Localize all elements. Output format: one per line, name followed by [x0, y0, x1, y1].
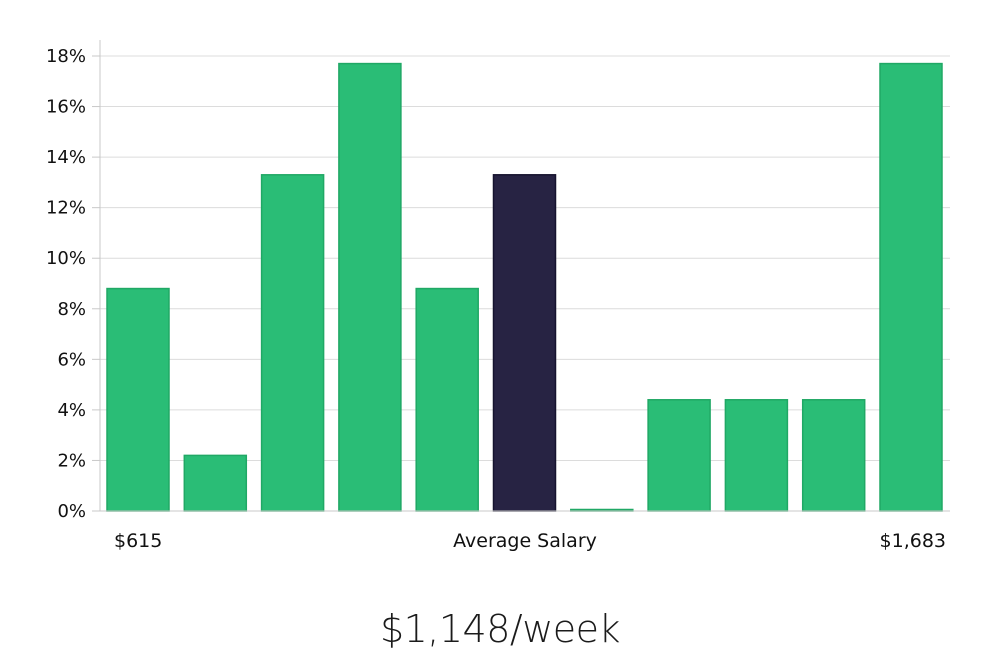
bar: [183, 454, 248, 512]
y-tick-label: 16%: [46, 97, 86, 118]
y-tick-label: 4%: [57, 400, 86, 421]
bar: [879, 62, 943, 512]
y-tick-label: 8%: [57, 299, 86, 320]
bar: [647, 399, 711, 512]
y-tick-label: 18%: [46, 46, 86, 67]
x-axis-average-label: Average Salary: [453, 530, 597, 552]
bars: [106, 62, 943, 512]
bar: [338, 62, 402, 512]
y-tick-label: 2%: [57, 450, 86, 471]
bar: [801, 399, 866, 512]
bar: [106, 287, 170, 512]
y-tick-label: 0%: [57, 501, 86, 522]
bar-average-salary: [492, 174, 557, 512]
bar: [260, 174, 325, 512]
y-tick-label: 10%: [46, 248, 86, 269]
x-axis-min-label: $615: [114, 530, 162, 552]
y-axis-ticks: 0% 2% 4% 6% 8% 10% 12% 14% 16% 18%: [46, 46, 100, 522]
salary-histogram-chart: 0% 2% 4% 6% 8% 10% 12% 14% 16% 18% $615 Average S…: [46, 40, 950, 552]
y-tick-label: 12%: [46, 198, 86, 219]
y-tick-label: 6%: [57, 349, 86, 370]
bar: [415, 287, 479, 512]
x-axis-max-label: $1,683: [880, 530, 946, 552]
average-weekly-salary-headline: $1,148/week: [379, 607, 621, 651]
y-tick-label: 14%: [46, 147, 86, 168]
bar: [724, 399, 789, 512]
